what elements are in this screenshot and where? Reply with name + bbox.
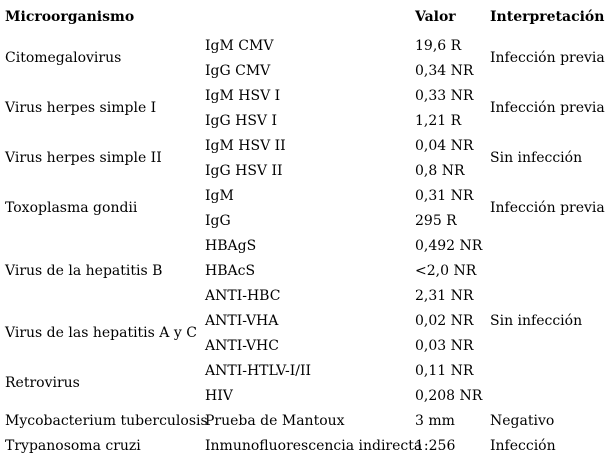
interpretation-cell: Infección previa xyxy=(490,200,605,216)
interpretation-cell: Sin infección xyxy=(490,150,583,166)
test-value: 0,208 NR xyxy=(415,387,483,404)
table-header-row: Microorganismo Valor Interpretación xyxy=(0,0,607,33)
test-name: ANTI-VHC xyxy=(205,337,279,354)
table-row: Toxoplasma gondii IgM 0,31 NR Infección … xyxy=(0,183,607,217)
table-row: ANTI-VHC 0,03 NR xyxy=(0,333,607,358)
interpretation-cell: Sin infección xyxy=(490,312,583,329)
test-name: IgM CMV xyxy=(205,37,274,54)
test-name: HBAgS xyxy=(205,237,257,254)
test-value: 2,31 NR xyxy=(415,287,474,304)
test-value: 0,492 NR xyxy=(415,237,483,254)
organism-name: Virus de las hepatitis A y C xyxy=(5,325,197,341)
organism-name: Virus herpes simple I xyxy=(5,100,157,116)
test-value: 295 R xyxy=(415,212,457,229)
table-row: IgG 295 R xyxy=(0,208,607,233)
table-row: HIV 0,208 NR xyxy=(0,383,607,408)
interpretation-cell: Infección previa xyxy=(490,50,605,66)
organism-name: Toxoplasma gondii xyxy=(5,200,138,216)
test-name: ANTI-VHA xyxy=(205,312,279,329)
test-value: 0,02 NR xyxy=(415,312,474,329)
interpretation-cell: Negativo xyxy=(490,412,555,429)
test-value: 0,8 NR xyxy=(415,162,465,179)
test-value: 0,33 NR xyxy=(415,87,474,104)
header-value: Valor xyxy=(415,8,456,25)
table-row: Virus herpes simple I IgM HSV I 0,33 NR … xyxy=(0,83,607,117)
test-name: Inmunofluorescencia indirecta xyxy=(205,437,423,454)
test-value: 1,21 R xyxy=(415,112,462,129)
test-name: ANTI-HBC xyxy=(205,287,281,304)
organism-name: Citomegalovirus xyxy=(5,50,122,66)
test-value: 0,04 NR xyxy=(415,137,474,154)
test-name: IgG HSV I xyxy=(205,112,278,129)
organism-name: Virus de la hepatitis B xyxy=(5,262,163,279)
table-row: Virus herpes simple II IgM HSV II 0,04 N… xyxy=(0,133,607,167)
interpretation-cell: Infección xyxy=(490,437,556,454)
test-name: IgG HSV II xyxy=(205,162,283,179)
table-row: IgG HSV I 1,21 R xyxy=(0,108,607,133)
test-value: 0,34 NR xyxy=(415,62,474,79)
organism-name: Trypanosoma cruzi xyxy=(5,437,141,454)
organism-name: Mycobacterium tuberculosis xyxy=(5,412,208,429)
header-test xyxy=(205,0,415,33)
interpretation-cell: Infección previa xyxy=(490,100,605,116)
test-name: IgM HSV I xyxy=(205,87,281,104)
table-row: Citomegalovirus IgM CMV 19,6 R Infección… xyxy=(0,33,607,67)
test-value: 0,11 NR xyxy=(415,362,474,379)
test-name: IgM HSV II xyxy=(205,137,286,154)
test-name: IgG CMV xyxy=(205,62,271,79)
test-name: ANTI-HTLV-I/II xyxy=(205,362,312,379)
table-row: Virus de la hepatitis B HBAgS 0,492 NR S… xyxy=(0,233,607,329)
table-row: Retrovirus ANTI-HTLV-I/II 0,11 NR xyxy=(0,358,607,392)
table-row: ANTI-HBC 2,31 NR xyxy=(0,283,607,308)
table-row: HBAcS <2,0 NR xyxy=(0,258,607,283)
test-name: IgM xyxy=(205,187,234,204)
table-row: IgG HSV II 0,8 NR xyxy=(0,158,607,183)
organism-name: Retrovirus xyxy=(5,375,80,391)
table-row: IgG CMV 0,34 NR xyxy=(0,58,607,83)
table-row: Mycobacterium tuberculosis Prueba de Man… xyxy=(0,408,607,433)
test-value: 0,31 NR xyxy=(415,187,474,204)
header-interpretation: Interpretación xyxy=(490,8,605,25)
organism-name: Virus herpes simple II xyxy=(5,150,162,166)
table-row: Trypanosoma cruzi Inmunofluorescencia in… xyxy=(0,433,607,458)
test-name: IgG xyxy=(205,212,231,229)
test-value: <2,0 NR xyxy=(415,262,477,279)
header-microorganism: Microorganismo xyxy=(5,8,135,25)
test-value: 1:256 xyxy=(415,437,456,454)
test-name: HBAcS xyxy=(205,262,256,279)
test-name: Prueba de Mantoux xyxy=(205,412,345,429)
test-value: 19,6 R xyxy=(415,37,462,54)
table-row: Virus de las hepatitis A y C ANTI-VHA 0,… xyxy=(0,308,607,342)
test-value: 0,03 NR xyxy=(415,337,474,354)
test-value: 3 mm xyxy=(415,412,455,429)
test-name: HIV xyxy=(205,387,233,404)
